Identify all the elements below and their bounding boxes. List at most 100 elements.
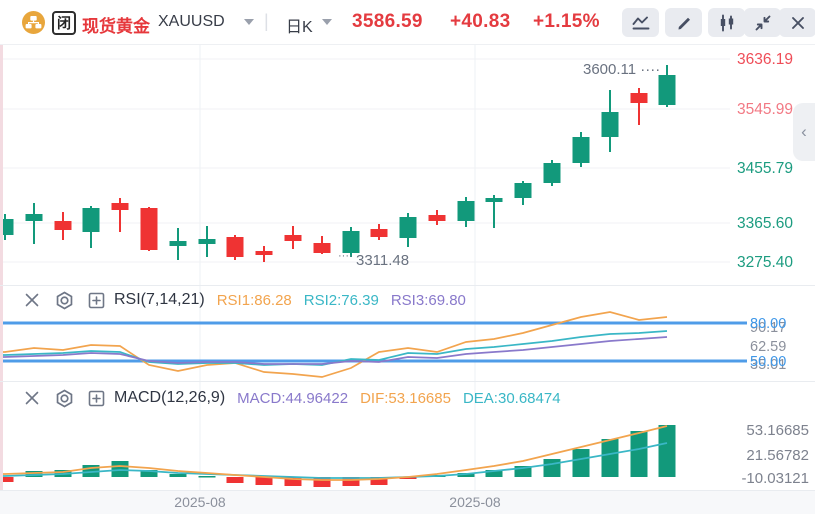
- price-axis-label: 3636.19: [737, 51, 793, 68]
- candle-body: [370, 229, 388, 237]
- candle-body: [25, 214, 43, 221]
- macd-histogram-bar: [543, 459, 561, 477]
- rsi-threshold-label: 50.00: [750, 354, 786, 370]
- price-axis-label: 3275.40: [737, 254, 793, 271]
- close-icon: [791, 16, 804, 29]
- macd-histogram-bar: [226, 477, 244, 483]
- rsi-panel-header: RSI(7,14,21) RSI1:86.28 RSI2:76.39 RSI3:…: [0, 287, 466, 313]
- last-price: 3586.59: [352, 11, 423, 32]
- rsi2-value: RSI2:76.39: [303, 291, 379, 309]
- macd-histogram-bar: [255, 477, 273, 485]
- rsi-range-label: 35.01: [750, 357, 786, 373]
- macd-settings-button[interactable]: [54, 388, 74, 408]
- macd-histogram-bar: [0, 477, 14, 482]
- rsi-line-rsi1: [0, 311, 668, 378]
- time-axis-label: 2025-08: [174, 494, 226, 510]
- candle-body: [255, 251, 273, 255]
- macd-title: MACD(12,26,9): [114, 389, 226, 406]
- macd-histogram-bar: [140, 470, 158, 477]
- dea-value: DEA:30.68474: [462, 389, 561, 407]
- candle-body: [284, 235, 302, 241]
- rsi-range-label: 90.17: [750, 320, 786, 336]
- close-chart-button[interactable]: [779, 8, 815, 37]
- rsi1-value: RSI1:86.28: [216, 291, 292, 309]
- macd-histogram-bar: [313, 477, 331, 487]
- macd-histogram-bar: [601, 439, 619, 477]
- time-axis-strip: [0, 491, 815, 514]
- period-dropdown-caret-icon[interactable]: [322, 19, 332, 25]
- macd-histogram-bar: [658, 425, 676, 477]
- close-icon: [25, 391, 39, 405]
- topbar: 闭 现货黄金 XAUUSD | 日K 3586.59 +40.83 +1.15%: [0, 0, 815, 45]
- macd-histogram-bar: [399, 477, 417, 479]
- dif-value: DIF:53.16685: [360, 389, 451, 407]
- app-logo-icon: [22, 11, 45, 34]
- macd-histogram-bar: [198, 476, 216, 478]
- candle-body: [485, 198, 503, 202]
- low-price-annotation: 3311.48: [356, 252, 409, 269]
- draw-button[interactable]: [665, 8, 702, 37]
- macd-histogram-bar: [111, 461, 129, 477]
- candle-body: [82, 208, 100, 232]
- macd-range-label: 53.16685: [746, 422, 809, 439]
- candle-body: [111, 203, 129, 210]
- rsi-close-button[interactable]: [22, 290, 42, 310]
- price-change-percent: +1.15%: [533, 11, 600, 32]
- rsi-settings-button[interactable]: [54, 290, 74, 310]
- candlestick-icon: [720, 14, 733, 31]
- candle-body: [54, 221, 72, 230]
- shrink-arrows-icon: [755, 15, 770, 30]
- macd-add-button[interactable]: [86, 388, 106, 408]
- close-icon: [25, 293, 39, 307]
- macd-panel-header: MACD(12,26,9) MACD:44.96422 DIF:53.16685…: [0, 385, 561, 411]
- panel-divider: [0, 285, 815, 286]
- low-annotation-dots: ····: [338, 250, 353, 262]
- high-price-annotation: 3600.11 ····: [583, 61, 660, 78]
- macd-histogram-bar: [284, 477, 302, 486]
- macd-histogram-bar: [514, 466, 532, 477]
- macd-histogram-bar: [342, 477, 360, 486]
- macd-line-dif: [0, 425, 668, 481]
- macd-histogram-bar: [457, 473, 475, 477]
- rsi-title: RSI(7,14,21): [114, 291, 205, 308]
- candle-body: [601, 112, 619, 137]
- gear-icon: [56, 291, 72, 309]
- candle-body: [543, 163, 561, 183]
- candle-body: [226, 237, 244, 257]
- panel-divider: [0, 490, 815, 491]
- rsi-line-rsi2: [0, 330, 668, 366]
- macd-histogram-bar: [630, 431, 648, 477]
- candle-body: [169, 241, 187, 246]
- collapse-button[interactable]: [744, 8, 781, 37]
- rsi3-value: RSI3:69.80: [390, 291, 466, 309]
- candle-body: [198, 239, 216, 244]
- plus-square-icon: [88, 390, 104, 406]
- candle-body: [399, 217, 417, 238]
- macd-range-label: 21.56782: [746, 447, 809, 464]
- gear-icon: [56, 389, 72, 407]
- symbol-selector[interactable]: XAUUSD: [158, 13, 225, 30]
- panel-divider: [0, 381, 815, 382]
- candle-body: [313, 243, 331, 253]
- price-change: +40.83: [450, 11, 511, 32]
- rsi-range-label: 62.59: [750, 339, 786, 355]
- indicator-button[interactable]: [622, 8, 659, 37]
- macd-line-dea: [0, 442, 668, 479]
- price-axis-collapse-handle[interactable]: ‹: [793, 103, 815, 161]
- macd-close-button[interactable]: [22, 388, 42, 408]
- candle-body: [457, 201, 475, 221]
- candle-body: [342, 231, 360, 253]
- plus-square-icon: [88, 292, 104, 308]
- candle-body: [140, 208, 158, 250]
- period-selector[interactable]: 日K: [286, 19, 313, 36]
- candle-body: [658, 75, 676, 105]
- chart-style-button[interactable]: [708, 8, 745, 37]
- symbol-dropdown-caret-icon[interactable]: [244, 19, 254, 25]
- rsi-add-button[interactable]: [86, 290, 106, 310]
- market-closed-badge: 闭: [52, 11, 76, 35]
- indicator-line-icon: [632, 16, 649, 29]
- macd-range-label: -10.03121: [741, 470, 809, 487]
- macd-histogram-bar: [485, 470, 503, 477]
